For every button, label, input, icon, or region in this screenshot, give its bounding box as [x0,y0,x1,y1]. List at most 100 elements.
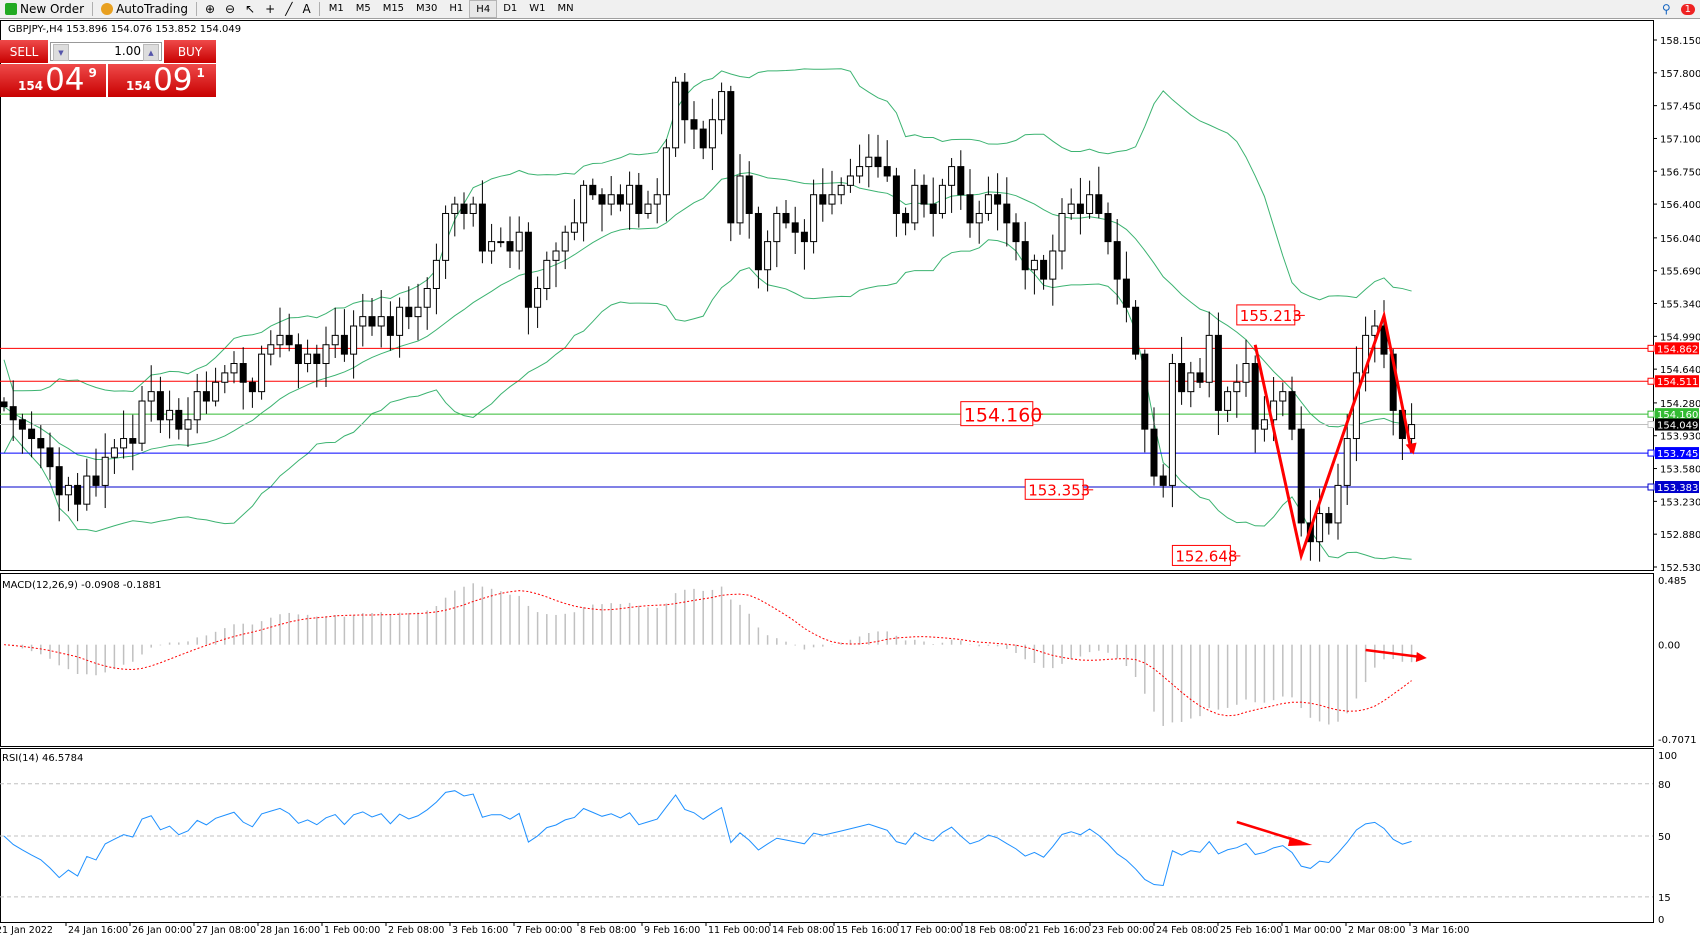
candle [1003,177,1011,247]
candle [580,180,588,242]
timeframe-m1[interactable]: M1 [328,2,344,14]
bull-candle-body [1168,363,1176,486]
candle [727,85,735,242]
lot-stepper[interactable]: ▼ ▲ [50,42,162,61]
buy-price[interactable]: 154 09 1 [108,64,216,97]
timeframe-w1[interactable]: W1 [529,2,546,14]
bull-candle-body [708,119,716,149]
timeframe-d1[interactable]: D1 [503,2,518,14]
candle [313,344,321,388]
zoom-out-button[interactable]: ⊖ [220,0,240,18]
trendline-button[interactable]: ╱ [280,0,297,18]
zoom-in-button[interactable]: ⊕ [200,0,220,18]
candle [1343,414,1351,505]
bull-candle-body [110,447,118,458]
timeframe-h1[interactable]: H1 [449,2,464,14]
timeframe-m30[interactable]: M30 [416,2,438,14]
candle [175,398,183,440]
time-axis-label: 23 Feb 00:00 [1092,925,1154,935]
bear-candle-body [589,184,597,196]
bear-candle-body [340,334,348,355]
price-axis-label: 157.450 [1660,102,1700,113]
arrow-head [1405,442,1417,455]
candle [239,347,247,410]
lot-input[interactable] [69,43,141,59]
candle [745,161,753,239]
lot-increase-button[interactable]: ▲ [143,44,159,61]
bull-candle-body [193,391,201,421]
candle [911,169,919,231]
bull-candle-body [938,184,946,214]
candle [37,425,45,469]
new-order-button[interactable]: New Order [0,0,89,18]
buy-button[interactable]: BUY [164,40,216,63]
candle [892,167,900,237]
candle [212,367,220,407]
candle [92,448,100,497]
bear-candle-body [994,194,1002,205]
candle [488,223,496,264]
candle [350,310,358,379]
auto-trading-button[interactable]: AutoTrading [96,0,193,18]
search-button[interactable]: ⚲ [1657,0,1676,18]
candle [1205,311,1213,398]
sell-price-fraction: 9 [88,66,97,80]
time-axis-label: 8 Feb 08:00 [580,925,636,935]
bull-candle-body [662,147,670,196]
sell-price[interactable]: 154 04 9 [0,64,106,97]
price-axis-label: 157.100 [1660,134,1700,145]
candle [202,371,210,414]
timeframe-mn[interactable]: MN [557,2,574,14]
crosshair-button[interactable]: + [260,0,280,18]
candle [276,307,284,358]
bull-candle-body [331,334,339,346]
candle [865,134,873,188]
bull-candle-body [672,81,680,149]
bear-candle-body [1113,241,1121,280]
time-axis-label: 25 Feb 16:00 [1220,925,1282,935]
bull-candle-body [837,184,845,196]
price-axis-label: 155.690 [1660,267,1700,278]
bull-candle-body [1224,391,1232,411]
bollinger-middle-band [3,172,1412,461]
price-axis-label: 155.340 [1660,300,1700,311]
candle [1040,254,1048,290]
candle [9,380,17,442]
candle [304,339,312,373]
time-axis-label: 7 Feb 00:00 [516,925,572,935]
bull-candle-body [561,231,569,252]
macd-axis-label: 0.485 [1658,576,1687,587]
price-line-label: 154.160 [1657,410,1698,421]
candle [1297,406,1305,537]
timeframe-m5[interactable]: M5 [355,2,371,14]
plus-icon [5,3,17,15]
candle [396,297,404,358]
bull-candle-body [975,212,983,224]
candle [718,82,726,135]
timeframe-m15[interactable]: M15 [382,2,405,14]
text-button[interactable]: A [297,0,315,18]
sell-button[interactable]: SELL [0,40,48,63]
candle [902,207,910,236]
cursor-button[interactable]: ↖ [240,0,260,18]
price-axis-label: 157.800 [1660,69,1700,80]
bear-candle-body [175,409,183,430]
bear-candle-body [1297,428,1305,524]
candle [423,277,431,330]
bull-candle-body [432,259,440,289]
candle [1159,464,1167,498]
candle [736,154,744,235]
candle [1076,177,1084,235]
macd-signal-line [3,590,1412,717]
lot-decrease-button[interactable]: ▼ [53,44,69,61]
bear-candle-body [690,119,698,130]
notifications-button[interactable]: 1 [1676,0,1700,18]
rsi-axis-label: 0 [1658,915,1664,926]
timeframe-h4[interactable]: H4 [469,0,498,18]
arrow-head [1288,837,1313,846]
price-label: 154.160 [964,405,1043,427]
bear-candle-body [1150,428,1158,477]
candle [1362,316,1370,392]
candle [405,286,413,330]
